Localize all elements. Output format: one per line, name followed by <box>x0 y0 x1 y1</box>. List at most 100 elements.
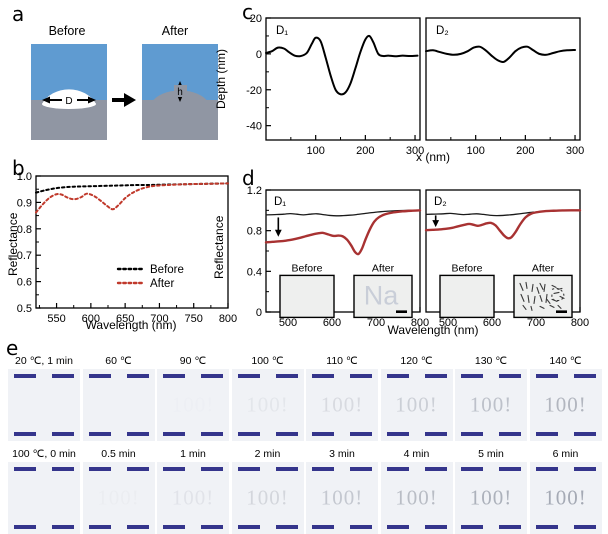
panel-e-sample-image[interactable]: 100! <box>231 462 304 534</box>
panel-e-cell[interactable]: 130 ℃ 100! <box>455 354 527 441</box>
panel-e-sample-image[interactable]: 100! <box>380 369 453 441</box>
panel-e-sample-text: 100! <box>8 486 80 511</box>
panel-e-sample-image[interactable]: 100! <box>306 462 378 534</box>
panel-b-xtick-label: 800 <box>219 313 237 325</box>
panel-c-xlabel: x (nm) <box>416 150 450 164</box>
panel-e-corner-marker <box>535 374 558 378</box>
panel-e-corner-marker <box>535 432 558 436</box>
panel-e-corner-marker <box>499 432 521 436</box>
panel-e-corner-marker <box>350 374 372 378</box>
panel-e-sample-image[interactable]: 100! <box>8 369 80 441</box>
panel-d-label: d <box>242 166 255 190</box>
panel-e-corner-marker <box>275 432 298 436</box>
panel-e-corner-marker <box>52 374 74 378</box>
diameter-label-bg <box>62 93 77 106</box>
panel-d-curve-1-before <box>265 209 421 217</box>
panel-e-corner-marker <box>386 525 409 529</box>
panel-e-corner-marker <box>14 467 36 471</box>
panel-e-cell[interactable]: 100 ℃ 100! <box>231 354 304 441</box>
panel-e-sample-image[interactable]: 100! <box>529 369 602 441</box>
panel-d-arrow-head-2 <box>432 220 440 228</box>
panel-e-cell[interactable]: 90 ℃ 100! <box>157 354 229 441</box>
panel-e-cell-caption: 3 min <box>329 448 355 460</box>
panel-e-corner-marker <box>461 467 483 471</box>
panel-d-ytick-label: 0 <box>256 307 262 319</box>
panel-c-sublabel-2: D₂ <box>436 25 449 37</box>
panel-e-cell-caption: 0.5 min <box>101 448 136 460</box>
scribble-seg <box>530 305 533 311</box>
panel-e-corner-marker <box>573 432 596 436</box>
panel-d-frame-2 <box>425 189 581 313</box>
scribble-seg <box>539 282 544 290</box>
panel-e-cell-caption: 6 min <box>552 448 579 460</box>
panel-e-corner-marker <box>499 525 521 529</box>
panel-e-corner-marker <box>573 467 596 471</box>
panel-e-corner-marker <box>14 432 36 436</box>
panel-e-sample-text: 100! <box>395 485 438 510</box>
panel-e-sample-image[interactable]: 100! <box>82 462 155 534</box>
panel-e-cell[interactable]: 100 ℃, 0 min 100! <box>8 447 80 534</box>
panel-e-cell[interactable]: 120 ℃ 100! <box>380 354 453 441</box>
panel-e-sample-image[interactable]: 100! <box>8 462 80 534</box>
diameter-label-text: D <box>65 96 72 107</box>
panel-d-xtick-label: 700 <box>367 317 385 329</box>
panel-e-sample-text: 100! <box>544 485 587 510</box>
panel-e-cell[interactable]: 1 min 100! <box>157 447 229 534</box>
panel-e-cell[interactable]: 4 min 100! <box>380 447 453 534</box>
panel-b-label: b <box>12 156 25 180</box>
scribble-seg <box>546 298 551 304</box>
panel-e-corner-marker <box>424 525 447 529</box>
panel-e-cell-caption: 140 ℃ <box>549 355 582 367</box>
panel-e-corner-marker <box>573 374 596 378</box>
panel-e-sample-image[interactable]: 100! <box>306 369 378 441</box>
panel-e-cell[interactable]: 110 ℃ 100! <box>306 354 378 441</box>
panel-e-corner-marker <box>312 432 334 436</box>
panel-d-inset-scribbles <box>519 281 565 311</box>
panel-e-cell-caption: 20 ℃, 1 min <box>15 355 73 367</box>
panel-e-cell[interactable]: 2 min 100! <box>231 447 304 534</box>
panel-e-sample-image[interactable]: 100! <box>455 369 527 441</box>
panel-e-sample-image[interactable]: 100! <box>529 462 602 534</box>
panel-d-ytick-label: 1.2 <box>247 185 262 197</box>
panel-e-sample-image[interactable]: 100! <box>82 369 155 441</box>
panel-e-cell[interactable]: 20 ℃, 1 min 100! <box>8 354 80 441</box>
panel-e-corner-marker <box>424 374 447 378</box>
panel-e-corner-marker <box>163 525 185 529</box>
panel-d-ytick-label: 0.8 <box>247 226 262 238</box>
panel-e-corner-marker <box>126 374 149 378</box>
panel-c-xtick-label: 200 <box>516 145 534 157</box>
panel-e-sample-image[interactable]: 100! <box>455 462 527 534</box>
scribble-seg <box>536 286 540 294</box>
panel-e-cell[interactable]: 0.5 min 100! <box>82 447 155 534</box>
panel-e-corner-marker <box>499 374 521 378</box>
panel-e-cell-caption: 130 ℃ <box>474 355 508 367</box>
panel-b-xtick-label: 600 <box>82 313 100 325</box>
panel-e-cell[interactable]: 3 min 100! <box>306 447 378 534</box>
panel-e-sample-image[interactable]: 100! <box>157 369 229 441</box>
panel-e-corner-marker <box>535 467 558 471</box>
panel-e-corner-marker <box>201 432 223 436</box>
panel-b-legend-label-after: After <box>150 278 174 290</box>
panel-e-sample-image[interactable]: 100! <box>380 462 453 534</box>
panel-c-frame-2 <box>425 17 581 141</box>
scribble-seg <box>543 283 546 292</box>
panel-e-corner-marker <box>88 525 111 529</box>
panel-e-cell[interactable]: 140 ℃ 100! <box>529 354 602 441</box>
panel-c-ytick-label: 20 <box>250 13 262 25</box>
panel-e-corner-marker <box>163 467 185 471</box>
panel-d-inset-1-2 <box>353 274 413 319</box>
panel-e-sample-image[interactable]: 100! <box>157 462 229 534</box>
panel-e-corner-marker <box>126 525 149 529</box>
panel-e-sample-image[interactable]: 100! <box>231 369 304 441</box>
panel-e-cell[interactable]: 5 min 100! <box>455 447 527 534</box>
panel-e-corner-marker <box>237 467 260 471</box>
panel-e-cell[interactable]: 60 ℃ 100! <box>82 354 155 441</box>
scribble-seg <box>531 283 534 292</box>
panel-e-row: 20 ℃, 1 min 100! 60 ℃ 100! 90 ℃ 100! 100 ℃ 100!… <box>8 354 604 441</box>
panel-e-cell[interactable]: 6 min 100! <box>529 447 602 534</box>
panel-d-xtick-label: 600 <box>483 317 501 329</box>
panel-e-cell-caption: 1 min <box>180 448 206 460</box>
panel-e-corner-marker <box>126 467 149 471</box>
